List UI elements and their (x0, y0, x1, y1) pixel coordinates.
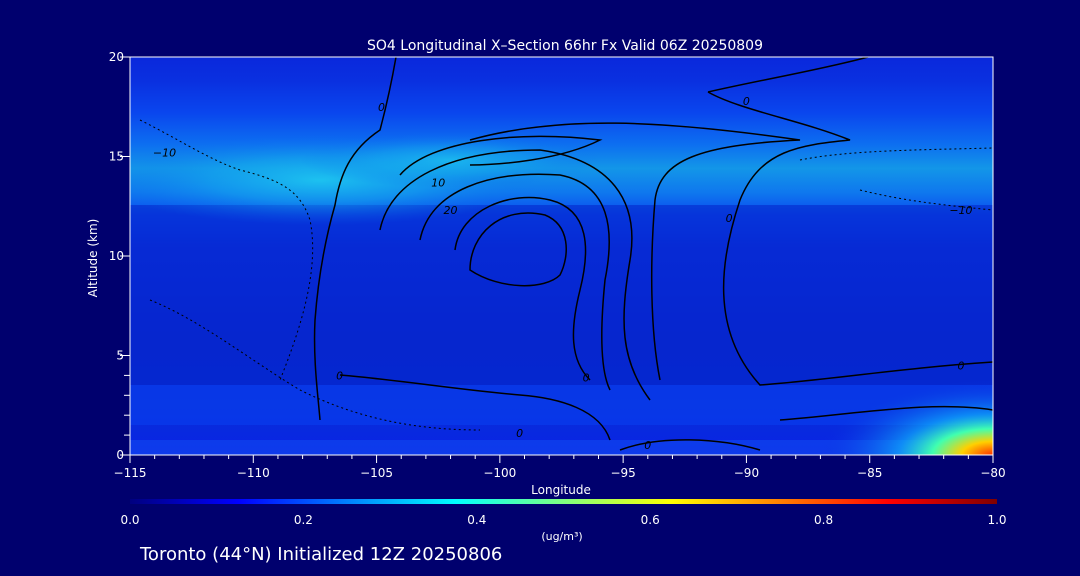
contour-label: −10 (949, 204, 972, 217)
x-tick-label: −100 (483, 466, 516, 480)
colorbar-tick-label: 0.0 (120, 513, 139, 527)
contour-lines (313, 57, 993, 451)
contour-label: 0 (336, 369, 343, 382)
contour-label: 0 (583, 371, 590, 384)
contour-label: 0 (378, 101, 385, 114)
contour-label: 0 (726, 212, 733, 225)
colorbar-unit-label: (ug/m³) (541, 530, 582, 543)
contour-label: 0 (957, 359, 964, 372)
y-tick-label: 0 (116, 448, 124, 462)
chart-title: SO4 Longitudinal X–Section 66hr Fx Valid… (367, 38, 763, 54)
y-tick-label: 10 (109, 249, 124, 263)
contour-label: −10 (153, 147, 176, 160)
contour-label: 0 (644, 439, 651, 452)
x-axis: −115 −110 −105 −100 −95 −90 −85 −80 (114, 455, 1006, 480)
x-tick-label: −95 (610, 466, 635, 480)
contour-label: 20 (444, 204, 458, 217)
x-tick-label: −85 (857, 466, 882, 480)
contour-label: 0 (516, 427, 523, 440)
y-axis: 0 5 10 15 20 (109, 50, 130, 462)
footer-location: Toronto (44°N) Initialized 12Z 20250806 (139, 544, 502, 565)
y-tick-label: 5 (116, 349, 124, 363)
y-axis-label: Altitude (km) (86, 219, 100, 298)
contour-dotted-lines (139, 119, 993, 431)
colorbar-tick-label: 0.2 (294, 513, 313, 527)
colorbar-ticks: 0.0 0.2 0.4 0.6 0.8 1.0 (120, 513, 1006, 527)
x-tick-label: −115 (114, 466, 147, 480)
x-tick-label: −90 (734, 466, 759, 480)
colorbar-tick-label: 0.6 (641, 513, 660, 527)
contour-labels: 0 0 −10 10 20 0 −10 0 0 0 0 0 (153, 95, 973, 452)
concentration-field (130, 57, 993, 455)
x-axis-label: Longitude (531, 483, 591, 497)
y-tick-label: 15 (109, 150, 124, 164)
x-tick-label: −110 (237, 466, 270, 480)
colorbar (130, 499, 997, 504)
colorbar-tick-label: 0.8 (814, 513, 833, 527)
y-tick-label: 20 (109, 50, 124, 64)
contour-label: 10 (431, 176, 445, 189)
x-tick-label: −105 (360, 466, 393, 480)
colorbar-tick-label: 1.0 (987, 513, 1006, 527)
x-tick-label: −80 (980, 466, 1005, 480)
contour-label: 0 (743, 95, 750, 108)
colorbar-tick-label: 0.4 (467, 513, 486, 527)
